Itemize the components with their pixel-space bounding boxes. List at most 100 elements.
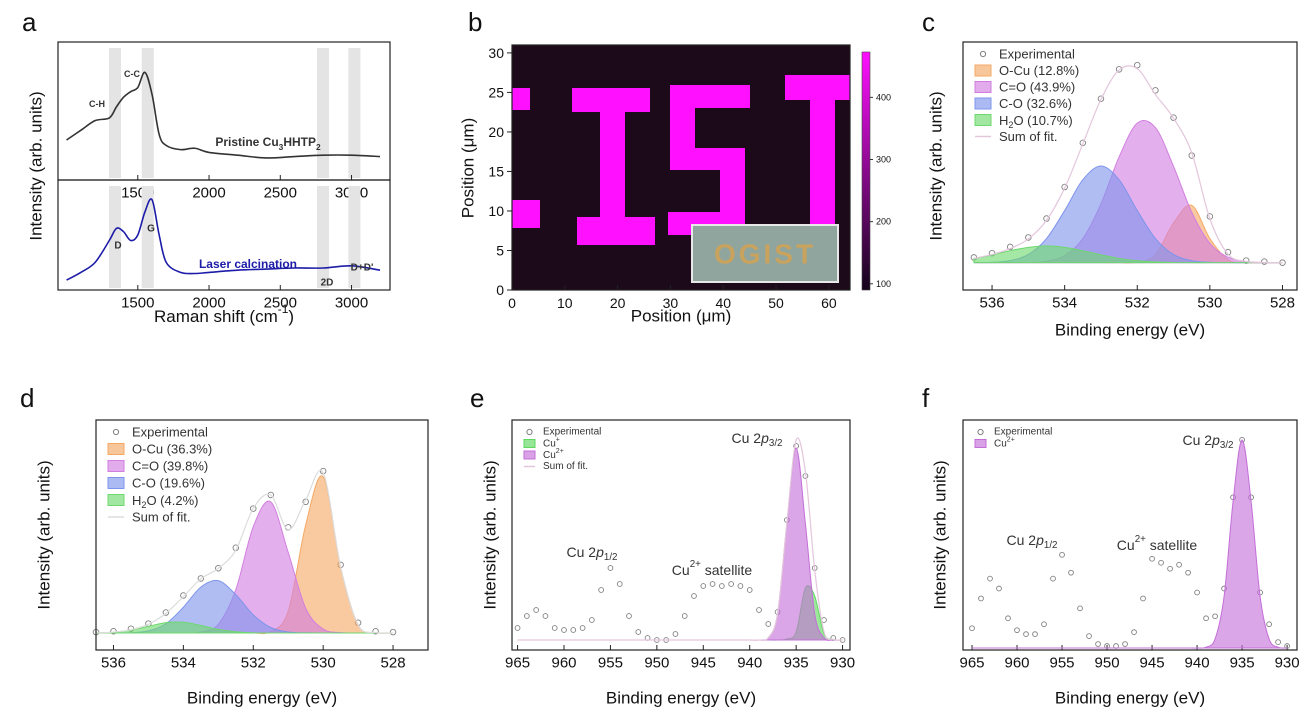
- data-point: [1149, 555, 1155, 562]
- annotation: Cu 2p3/2: [732, 430, 783, 449]
- legend-label: Experimental: [543, 427, 601, 438]
- data-point: [1261, 258, 1268, 265]
- data-point: [514, 625, 521, 631]
- x-tick-label: 955: [598, 655, 623, 672]
- plot-frame: [57, 41, 391, 181]
- x-axis-label: Raman shift (cm-1): [154, 302, 294, 326]
- x-tick-label: 2500: [264, 185, 297, 202]
- peak-band: [317, 48, 330, 178]
- text-part: cm: [255, 307, 278, 326]
- data-point: [1167, 565, 1173, 572]
- x-tick-label: 530: [1197, 295, 1222, 312]
- data-point: [589, 617, 595, 623]
- letter-shape: [810, 75, 835, 240]
- inset-text: OGIST: [714, 239, 816, 270]
- text-part: 2: [1008, 120, 1013, 130]
- data-point: [1176, 561, 1182, 568]
- colorbar-tick-label: 400: [876, 92, 891, 102]
- text-part: 3: [279, 142, 284, 152]
- line: [973, 65, 1283, 264]
- plot-frame: [962, 41, 1298, 291]
- data-point: [1266, 621, 1272, 628]
- data-point: [1086, 633, 1092, 639]
- text-part: satellite: [1146, 537, 1198, 553]
- annotation: Cu 2p1/2: [1007, 532, 1058, 551]
- x-tick-label: 20: [610, 295, 626, 311]
- data-point: [1077, 605, 1083, 612]
- x-tick-label: 940: [1185, 655, 1210, 672]
- legend-label: Sum of fit.: [543, 461, 588, 472]
- text-part: H: [132, 493, 141, 508]
- data-point: [987, 575, 993, 582]
- peak-band: [141, 48, 154, 178]
- x-tick-label: 2000: [192, 295, 225, 312]
- line: [66, 198, 381, 281]
- peak-band: [108, 48, 121, 178]
- x-tick-label: 955: [1050, 655, 1075, 672]
- x-tick-label: 536: [101, 655, 126, 672]
- plot-frame: [95, 419, 429, 651]
- data-point: [681, 613, 688, 619]
- legend-symbol: [979, 50, 987, 58]
- text-part: Cu 2: [1007, 532, 1037, 548]
- data-point: [250, 505, 257, 512]
- y-tick-label: 0: [496, 282, 504, 298]
- text-part: 2+: [1135, 534, 1146, 545]
- text-part: Cu: [994, 438, 1007, 449]
- x-tick-label: 965: [505, 655, 530, 672]
- x-tick-label: 532: [1125, 295, 1150, 312]
- x-tick-label: 950: [1095, 655, 1120, 672]
- peak-band: [348, 186, 361, 288]
- data-point: [579, 625, 586, 631]
- fit-component: [973, 245, 1283, 264]
- x-tick-label: 50: [768, 295, 784, 311]
- data-point: [700, 583, 707, 589]
- x-axis-label: Binding energy (eV): [1055, 689, 1205, 708]
- x-tick-label: 528: [381, 655, 406, 672]
- data-point: [728, 581, 734, 587]
- data-point: [372, 628, 379, 635]
- data-point: [1185, 569, 1191, 576]
- x-tick-label: 536: [980, 295, 1005, 312]
- data-point: [1005, 615, 1011, 622]
- x-tick-label: 534: [1052, 295, 1077, 312]
- data-point: [626, 613, 632, 619]
- text-part: 2+: [556, 448, 564, 455]
- data-point: [672, 631, 679, 637]
- plot-frame: [511, 44, 851, 291]
- fit-component: [95, 621, 394, 634]
- data-point: [1050, 575, 1056, 582]
- x-tick-label: 930: [1275, 655, 1300, 672]
- data-point: [1194, 589, 1200, 596]
- x-tick-label: 0: [508, 295, 516, 311]
- text-part: HHTP: [283, 135, 316, 149]
- x-tick-label: 960: [551, 655, 576, 672]
- y-axis-label: Intensity (arb. units): [931, 460, 950, 609]
- letter-shape: [512, 88, 530, 110]
- legend-symbol: [107, 494, 125, 506]
- line: [95, 469, 394, 634]
- text-part: Cu 2: [1183, 432, 1213, 448]
- legend-symbol: [974, 81, 992, 93]
- legend-symbol: [974, 439, 987, 448]
- x-tick-label: 1500: [121, 295, 154, 312]
- annotation: D+D': [351, 263, 374, 274]
- annotation: Cu 2p1/2: [567, 544, 618, 563]
- text-part: p: [1211, 432, 1220, 448]
- x-tick-label: 935: [784, 655, 809, 672]
- annotation: G: [147, 224, 155, 235]
- data-point: [1131, 629, 1137, 636]
- legend-symbol: [977, 428, 984, 436]
- series-label: Laser calcination: [199, 257, 297, 271]
- letter-shape: [680, 85, 750, 108]
- colorbar-tick-label: 200: [876, 217, 891, 227]
- x-tick-label: 965: [959, 655, 984, 672]
- legend-label: Sum of fit.: [999, 129, 1058, 144]
- x-axis-label: Binding energy (eV): [606, 689, 756, 708]
- x-tick-label: 530: [311, 655, 336, 672]
- text-part: Cu 2: [567, 544, 597, 560]
- x-tick-label: 3000: [335, 295, 368, 312]
- y-tick-label: 25: [488, 84, 504, 100]
- legend-label: Cu2+: [994, 437, 1015, 450]
- legend-label: Experimental: [999, 47, 1075, 62]
